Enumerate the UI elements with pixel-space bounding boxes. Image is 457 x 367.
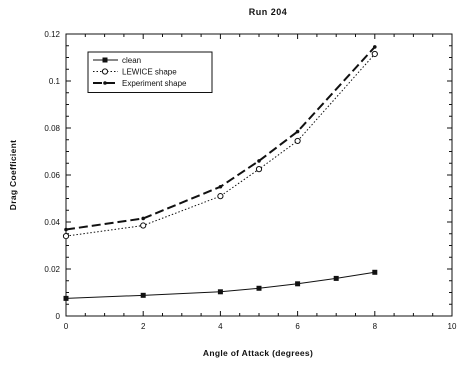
- data-point-1-1: [140, 222, 147, 229]
- series-2: [64, 45, 377, 232]
- data-point-0-0: [63, 295, 69, 301]
- data-point-2-4: [295, 129, 300, 134]
- series-layer: [62, 45, 378, 301]
- data-point-2-2: [218, 184, 223, 189]
- x-tick-label: 4: [218, 322, 223, 331]
- data-point-1-4: [294, 137, 301, 145]
- series-0: [63, 269, 378, 301]
- data-point-2-5: [373, 45, 377, 49]
- legend-marker-2: [103, 81, 107, 85]
- data-point-0-1: [140, 292, 146, 298]
- data-point-0-4: [295, 281, 301, 287]
- legend-box: [87, 51, 213, 93]
- data-point-1-0: [62, 233, 70, 240]
- legend-label-0: clean: [122, 56, 141, 65]
- data-point-0-6: [372, 269, 378, 275]
- x-tick-label: 0: [64, 322, 69, 331]
- y-tick-label: 0.08: [44, 124, 60, 133]
- series-1: [62, 50, 378, 240]
- x-axis-label: Angle of Attack (degrees): [203, 348, 313, 358]
- data-point-1-2: [217, 193, 224, 200]
- data-point-0-3: [256, 285, 262, 291]
- x-tick-label: 6: [295, 322, 300, 331]
- data-point-0-5: [333, 275, 339, 281]
- legend-marker-1: [101, 68, 109, 75]
- data-point-1-5: [371, 50, 378, 58]
- ticks-layer: 0 2 4 6 8 10 0 0.02 0.04 0.06 0.08 0.1 0.12: [44, 30, 457, 331]
- y-tick-label: 0.1: [49, 77, 61, 86]
- chart-title: Run 204: [249, 7, 288, 17]
- x-tick-label: 8: [373, 322, 378, 331]
- legend: clean LEWICE shape Experiment shape: [87, 51, 213, 93]
- y-tick-label: 0.06: [44, 171, 60, 180]
- legend-label-2: Experiment shape: [122, 79, 187, 88]
- legend-label-1: LEWICE shape: [122, 68, 177, 77]
- y-tick-label: 0.04: [44, 218, 60, 227]
- data-point-2-0: [64, 227, 68, 232]
- series-line-0: [65, 271, 375, 299]
- y-tick-label: 0.02: [44, 265, 60, 274]
- data-point-1-3: [255, 166, 263, 173]
- x-tick-label: 10: [448, 322, 457, 331]
- y-tick-label: 0.12: [44, 30, 60, 39]
- data-point-2-3: [257, 159, 261, 163]
- y-axis-label: Drag Coefficient: [8, 140, 18, 210]
- data-point-0-2: [217, 289, 223, 295]
- data-point-2-1: [141, 216, 145, 221]
- series-line-2: [65, 46, 376, 231]
- y-tick-label: 0: [56, 312, 61, 321]
- legend-marker-0: [102, 57, 108, 63]
- x-tick-label: 2: [141, 322, 146, 331]
